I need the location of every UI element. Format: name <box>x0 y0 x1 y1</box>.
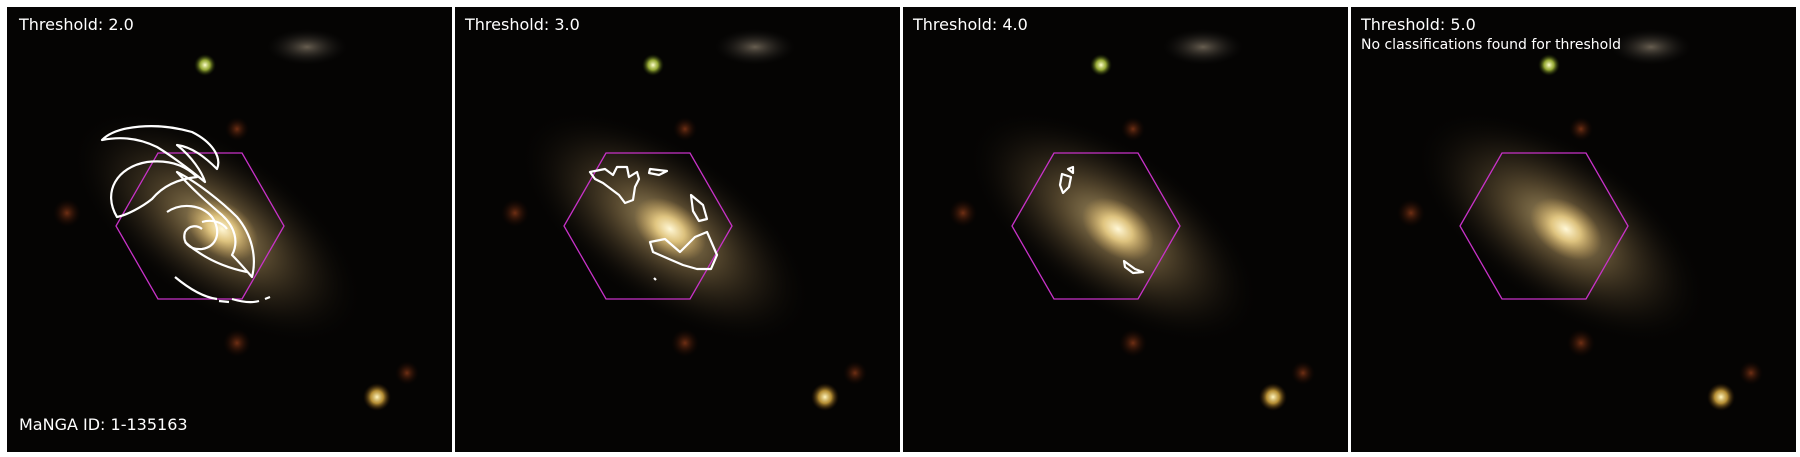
classification-contours <box>100 125 271 304</box>
galaxy-core <box>1081 197 1155 261</box>
background-galaxy <box>1611 29 1691 65</box>
galaxy-core <box>185 197 259 261</box>
star <box>1090 54 1112 76</box>
image-panel-4: Threshold: 5.0 No classifications found … <box>1351 7 1796 452</box>
star <box>1259 383 1287 411</box>
image-panel-2: Threshold: 3.0 <box>455 7 900 452</box>
no-classifications-note: No classifications found for threshold <box>1361 37 1621 53</box>
ifu-hexagon <box>1011 152 1181 300</box>
star <box>1538 54 1560 76</box>
star <box>194 54 216 76</box>
galaxy-core <box>1529 197 1603 261</box>
galaxy-image-3 <box>903 7 1348 452</box>
threshold-label: Threshold: 4.0 <box>913 15 1028 34</box>
threshold-label: Threshold: 5.0 <box>1361 15 1476 34</box>
threshold-label: Threshold: 3.0 <box>465 15 580 34</box>
ifu-hexagon <box>1459 152 1629 300</box>
background-galaxy <box>1163 29 1243 65</box>
ifu-hexagon <box>563 152 733 300</box>
star <box>363 383 391 411</box>
threshold-label: Threshold: 2.0 <box>19 15 134 34</box>
star <box>1707 383 1735 411</box>
star <box>811 383 839 411</box>
galaxy-image-4 <box>1351 7 1796 452</box>
classification-contours <box>1058 165 1145 275</box>
image-panel-3: Threshold: 4.0 <box>903 7 1348 452</box>
galaxy-image-2 <box>455 7 900 452</box>
background-galaxy <box>715 29 795 65</box>
classification-contours <box>588 165 719 281</box>
ifu-hexagon <box>115 152 285 300</box>
galaxy-image-1 <box>7 7 452 452</box>
background-galaxy <box>267 29 347 65</box>
star <box>642 54 664 76</box>
image-panel-1: Threshold: 2.0 MaNGA ID: 1-135163 <box>7 7 452 452</box>
manga-id-label: MaNGA ID: 1-135163 <box>19 415 188 434</box>
